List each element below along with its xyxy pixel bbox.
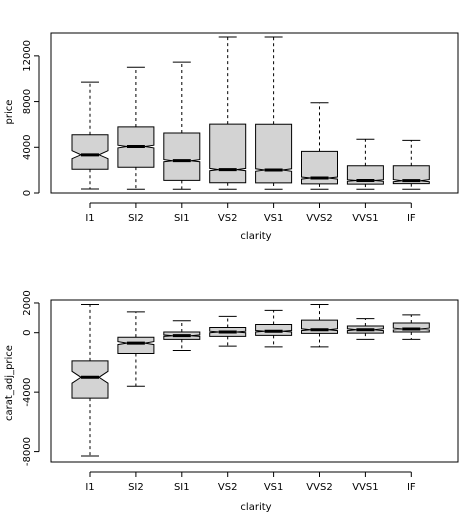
box bbox=[301, 319, 338, 334]
x-tick-label: SI2 bbox=[128, 482, 144, 493]
x-tick-label: VS2 bbox=[218, 482, 238, 493]
x-tick-label: VVS2 bbox=[306, 213, 332, 224]
x-axis-label: clarity bbox=[240, 502, 271, 513]
box bbox=[71, 134, 109, 170]
box bbox=[255, 123, 293, 184]
boxplot-vs2 bbox=[209, 36, 247, 190]
boxplot-if bbox=[392, 314, 430, 340]
boxplot-si1 bbox=[163, 320, 201, 352]
x-tick-label: SI1 bbox=[174, 213, 190, 224]
box bbox=[163, 132, 201, 181]
box bbox=[71, 360, 109, 399]
y-tick-label: 0 bbox=[22, 330, 33, 336]
y-tick-label: 2000 bbox=[22, 290, 33, 315]
y-tick-label: 0 bbox=[22, 190, 33, 196]
x-tick-label: SI2 bbox=[128, 213, 144, 224]
x-tick-label: SI1 bbox=[174, 482, 190, 493]
chart-carat-adj-price-by-clarity: -8000 -4000 0 2000 I1 SI2 SI1 VS2 VS1 VVS2 VVS1 IF… bbox=[4, 290, 459, 513]
x-tick-label: VS1 bbox=[264, 482, 284, 493]
y-tick-label: 12000 bbox=[22, 40, 33, 72]
y-axis: -8000 -4000 0 2000 bbox=[22, 290, 40, 466]
box bbox=[392, 165, 430, 185]
boxplot-i1 bbox=[71, 81, 109, 190]
plot-area bbox=[50, 32, 459, 194]
boxplot-vvs1 bbox=[346, 138, 384, 190]
box bbox=[209, 123, 247, 184]
y-axis-label: carat_adj_price bbox=[4, 345, 15, 421]
x-tick-label: VVS1 bbox=[352, 482, 378, 493]
y-axis: 0 4000 8000 12000 bbox=[22, 40, 40, 196]
y-tick-label: 4000 bbox=[22, 135, 33, 160]
x-tick-label: VS2 bbox=[218, 213, 238, 224]
y-tick-label: -8000 bbox=[22, 437, 33, 466]
plot-frame bbox=[50, 299, 459, 463]
plot-frame bbox=[50, 32, 459, 194]
boxplot-vs1 bbox=[255, 36, 293, 190]
boxplot-i1 bbox=[71, 303, 109, 457]
x-axis: I1 SI2 SI1 VS2 VS1 VVS2 VVS1 IF bbox=[85, 202, 416, 224]
x-tick-label: IF bbox=[407, 213, 416, 224]
boxplot-vs1 bbox=[255, 309, 293, 348]
x-tick-label: I1 bbox=[85, 482, 94, 493]
y-tick-label: 8000 bbox=[22, 89, 33, 114]
x-tick-label: IF bbox=[407, 482, 416, 493]
y-axis-label: price bbox=[4, 100, 15, 125]
x-tick-label: VVS1 bbox=[352, 213, 378, 224]
plot-area bbox=[50, 299, 459, 463]
boxplot-if bbox=[392, 139, 430, 190]
boxplot-vvs1 bbox=[346, 318, 384, 340]
boxplot-si2 bbox=[117, 311, 155, 387]
boxplot-vs2 bbox=[209, 315, 247, 347]
boxplot-vvs2 bbox=[301, 303, 338, 348]
boxplot-si1 bbox=[163, 61, 201, 190]
box bbox=[301, 150, 338, 185]
y-tick-label: -4000 bbox=[22, 378, 33, 407]
x-axis-label: clarity bbox=[240, 231, 271, 242]
boxplot-vvs2 bbox=[301, 102, 338, 190]
x-tick-label: VS1 bbox=[264, 213, 284, 224]
box bbox=[117, 336, 155, 354]
x-tick-label: VVS2 bbox=[306, 482, 332, 493]
boxplot-si2 bbox=[117, 66, 155, 190]
x-axis: I1 SI2 SI1 VS2 VS1 VVS2 VVS1 IF bbox=[85, 471, 416, 493]
x-tick-label: I1 bbox=[85, 213, 94, 224]
